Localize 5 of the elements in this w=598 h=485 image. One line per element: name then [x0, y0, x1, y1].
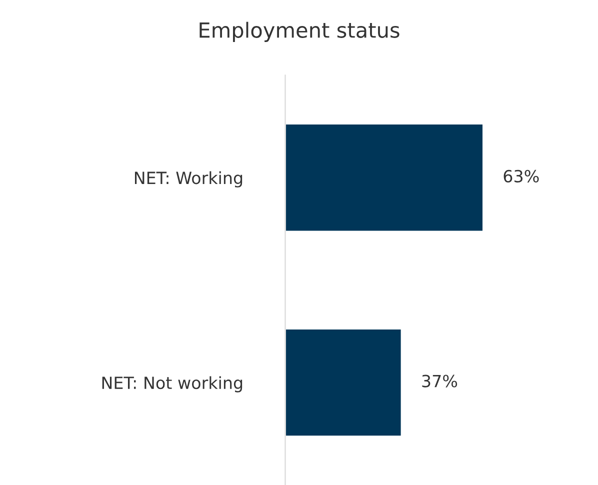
y-tick-label: NET: Working [134, 171, 242, 188]
y-tick-label: NET: Not working [102, 376, 242, 392]
data-label: 37% [422, 374, 458, 388]
chart-title: Employment status [200, 22, 400, 42]
data-label: 63% [504, 170, 539, 182]
